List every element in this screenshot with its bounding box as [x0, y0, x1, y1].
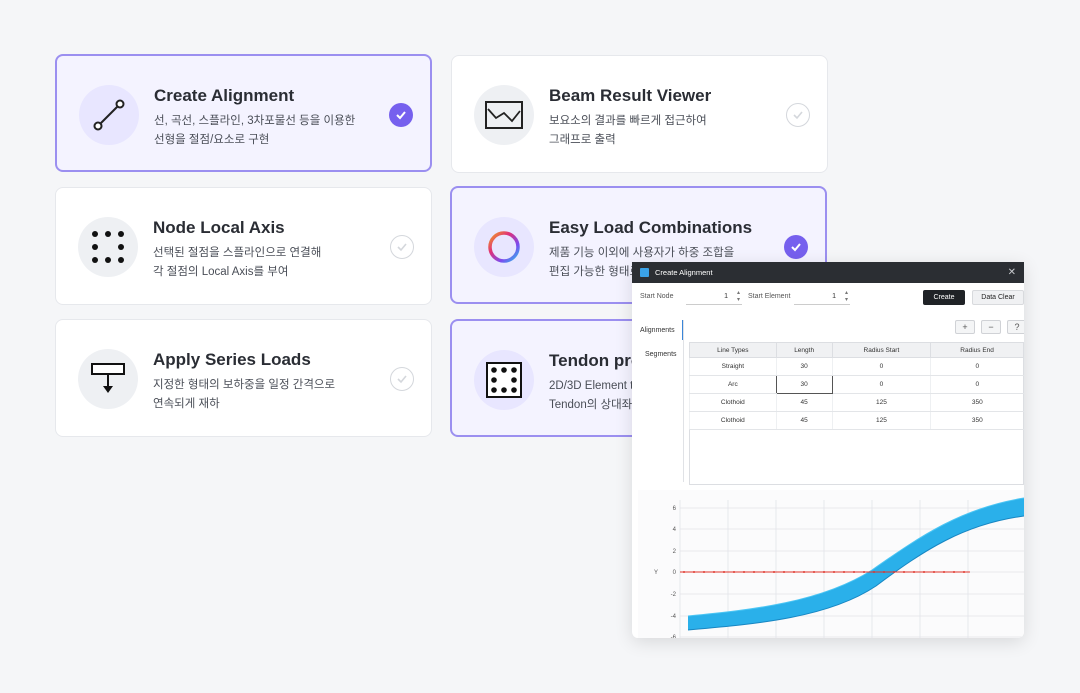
- help-button[interactable]: ?: [1007, 320, 1024, 334]
- start-node-spinner[interactable]: 1 ▴ ▾: [686, 290, 742, 305]
- tab-alignments[interactable]: Alignments: [640, 327, 675, 334]
- y-tick: 4: [673, 527, 677, 533]
- remove-row-button[interactable]: −: [981, 320, 1001, 334]
- dialog-title: Create Alignment: [655, 268, 713, 277]
- create-button[interactable]: Create: [923, 290, 965, 305]
- check-icon[interactable]: [389, 103, 413, 127]
- ring-icon: [474, 217, 534, 277]
- column-header[interactable]: Line Types: [689, 342, 777, 358]
- segments-table: Line Types Length Radius Start Radius En…: [689, 342, 1024, 430]
- card-title: Create Alignment: [154, 86, 295, 105]
- tab-divider: [683, 320, 684, 482]
- table-cell[interactable]: 45: [775, 393, 833, 412]
- check-icon[interactable]: [390, 235, 414, 259]
- start-element-spinner[interactable]: 1 ▴ ▾: [794, 290, 850, 305]
- card-desc: 선택된 절점을 스플라인으로 연결해 각 절점의 Local Axis를 부여: [153, 247, 322, 278]
- beam-shape: [688, 498, 1024, 630]
- card-title: Tendon pro: [549, 351, 642, 370]
- y-tick: 2: [673, 549, 677, 555]
- column-header[interactable]: Radius End: [930, 342, 1024, 358]
- card-desc: 2D/3D Element to Tendon의 상대좌3: [549, 380, 640, 411]
- y-tick: 6: [673, 506, 677, 512]
- column-header[interactable]: Length: [775, 342, 833, 358]
- card-title: Easy Load Combinations: [549, 218, 753, 237]
- table-cell[interactable]: 45: [775, 411, 833, 430]
- table-header-row: Line Types Length Radius Start Radius En…: [689, 342, 1024, 358]
- dialog-titlebar: Create Alignment ✕: [632, 262, 1024, 283]
- check-icon[interactable]: [390, 367, 414, 391]
- start-node-label: Start Node: [640, 293, 674, 300]
- table-row[interactable]: Clothoid 45 125 350: [689, 393, 1024, 412]
- y-tick: 0: [673, 570, 677, 576]
- y-tick: -2: [671, 592, 677, 598]
- table-cell[interactable]: 350: [930, 393, 1024, 412]
- baseline-nodes: [683, 571, 965, 573]
- start-element-label: Start Element: [748, 293, 791, 300]
- spinner-arrows-icon[interactable]: ▴ ▾: [844, 290, 848, 303]
- table-row[interactable]: Straight 30 0 0: [689, 357, 1024, 376]
- table-cell[interactable]: 0: [930, 375, 1024, 394]
- line-segment-icon: [79, 85, 139, 145]
- graph-chart-icon: [474, 85, 534, 145]
- plot-background: [638, 490, 1024, 638]
- spinner-arrows-icon[interactable]: ▴ ▾: [736, 290, 740, 303]
- table-cell[interactable]: 125: [831, 393, 931, 412]
- table-cell[interactable]: Clothoid: [689, 393, 777, 412]
- card-node-local-axis[interactable]: Node Local Axis 선택된 절점을 스플라인으로 연결해 각 절점의 …: [55, 187, 432, 305]
- data-clear-button[interactable]: Data Clear: [972, 290, 1024, 305]
- table-row[interactable]: Arc 30 0 0: [689, 375, 1024, 394]
- beam-top-edge: [687, 497, 1024, 617]
- card-desc: 선, 곡선, 스플라인, 3차포물선 등을 이용한 선형을 절점/요소로 구현: [154, 115, 356, 146]
- table-cell[interactable]: Straight: [689, 357, 777, 376]
- create-alignment-dialog: Create Alignment ✕ Start Node 1 ▴ ▾ Start…: [632, 262, 1024, 638]
- card-title: Node Local Axis: [153, 218, 285, 237]
- app-icon: [640, 268, 649, 277]
- card-title: Beam Result Viewer: [549, 86, 712, 105]
- card-apply-series-loads[interactable]: Apply Series Loads 지정한 형태의 보하중을 일정 간격으로 연…: [55, 319, 432, 437]
- card-beam-result-viewer[interactable]: Beam Result Viewer 보요소의 결과를 빠르게 접근하여 그래프로…: [451, 55, 828, 173]
- table-cell[interactable]: 0: [831, 375, 931, 394]
- table-cell[interactable]: 0: [930, 357, 1024, 376]
- table-cell[interactable]: Arc: [689, 375, 777, 394]
- load-arrow-icon: [78, 349, 138, 409]
- y-tick: -4: [671, 614, 677, 620]
- add-row-button[interactable]: +: [955, 320, 975, 334]
- table-cell[interactable]: 0: [831, 357, 931, 376]
- card-desc: 보요소의 결과를 빠르게 접근하여 그래프로 출력: [549, 115, 707, 146]
- card-title: Apply Series Loads: [153, 350, 311, 369]
- table-cell[interactable]: Clothoid: [689, 411, 777, 430]
- start-row: Start Node 1 ▴ ▾ Start Element 1 ▴ ▾: [640, 290, 1024, 306]
- table-cell[interactable]: 30: [775, 357, 833, 376]
- check-icon[interactable]: [786, 103, 810, 127]
- check-icon[interactable]: [784, 235, 808, 259]
- dot-grid-icon: [78, 217, 138, 277]
- table-cell[interactable]: 125: [831, 411, 931, 430]
- active-tab-indicator: [682, 320, 683, 340]
- card-desc: 지정한 형태의 보하중을 일정 간격으로 연속되게 재하: [153, 379, 336, 410]
- tendon-box-icon: [474, 350, 534, 410]
- beam-bottom-edge: [687, 515, 1024, 631]
- alignment-preview-plot[interactable]: 6 4 2 0 -2 -4 -6 Y: [632, 490, 1024, 638]
- card-create-alignment[interactable]: Create Alignment 선, 곡선, 스플라인, 3차포물선 등을 이…: [55, 54, 432, 172]
- table-cell-selected[interactable]: 30: [775, 375, 833, 394]
- y-axis-label: Y: [654, 570, 658, 576]
- y-tick: -6: [671, 635, 677, 638]
- table-row[interactable]: Clothoid 45 125 350: [689, 411, 1024, 430]
- column-header[interactable]: Radius Start: [831, 342, 932, 358]
- card-desc: 제품 기능 이외에 사용자가 하중 조합을 편집 가능한 형태로: [549, 247, 735, 278]
- table-cell[interactable]: 350: [930, 411, 1024, 430]
- tab-segments[interactable]: Segments: [645, 351, 677, 358]
- close-icon[interactable]: ✕: [1007, 267, 1016, 278]
